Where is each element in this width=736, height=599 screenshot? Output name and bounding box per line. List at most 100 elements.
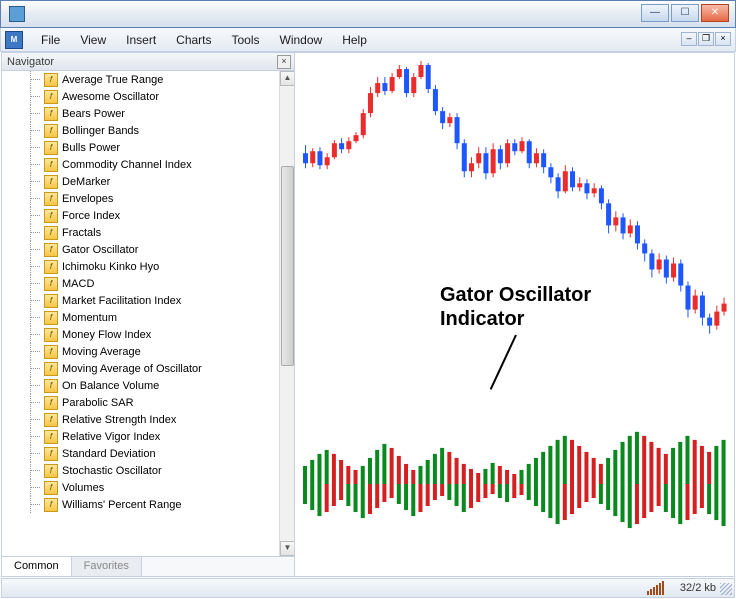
app-icon — [9, 6, 25, 22]
indicator-item[interactable]: fMoving Average of Oscillator — [2, 360, 279, 377]
indicator-icon: f — [44, 209, 58, 223]
indicator-item[interactable]: f DeMarker — [2, 173, 279, 190]
indicator-icon: f — [44, 260, 58, 274]
menu-charts[interactable]: Charts — [166, 29, 221, 51]
indicator-item[interactable]: f Force Index — [2, 207, 279, 224]
navigator-panel: Navigator × fAverage True RangefAwesome … — [2, 53, 295, 576]
indicator-label: Stochastic Oscillator — [62, 465, 162, 477]
indicator-label: Moving Average — [62, 346, 141, 358]
indicator-item[interactable]: fStandard Deviation — [2, 445, 279, 462]
navigator-tabs: Common Favorites — [2, 556, 294, 576]
indicator-label: Commodity Channel Index — [62, 159, 192, 171]
indicator-icon: f — [44, 124, 58, 138]
scroll-down-button[interactable]: ▼ — [280, 541, 294, 556]
indicator-label: Force Index — [62, 210, 120, 222]
indicator-label: Volumes — [62, 482, 104, 494]
resize-grip[interactable] — [720, 583, 732, 595]
menu-file[interactable]: File — [31, 29, 70, 51]
indicator-label: Relative Vigor Index — [62, 431, 160, 443]
indicator-icon: f — [44, 141, 58, 155]
indicator-item[interactable]: fGator Oscillator — [2, 241, 279, 258]
scroll-thumb[interactable] — [281, 166, 294, 366]
indicator-item[interactable]: fRelative Strength Index — [2, 411, 279, 428]
indicator-icon: f — [44, 430, 58, 444]
indicator-label: Bulls Power — [62, 142, 120, 154]
indicator-icon: f — [44, 396, 58, 410]
indicator-label: Parabolic SAR — [62, 397, 134, 409]
indicator-item[interactable]: fAverage True Range — [2, 71, 279, 88]
indicator-label: Bears Power — [62, 108, 125, 120]
indicator-icon: f — [44, 175, 58, 189]
indicator-label: On Balance Volume — [62, 380, 159, 392]
menu-insert[interactable]: Insert — [116, 29, 166, 51]
indicator-icon: f — [44, 158, 58, 172]
menu-bar: M FileViewInsertChartsToolsWindowHelp – … — [0, 28, 736, 52]
indicator-item[interactable]: fAwesome Oscillator — [2, 88, 279, 105]
maximize-button[interactable]: ☐ — [671, 4, 699, 22]
navigator-close-button[interactable]: × — [277, 55, 291, 69]
app-logo-icon: M — [5, 31, 23, 49]
indicator-item[interactable]: f Stochastic Oscillator — [2, 462, 279, 479]
indicator-item[interactable]: f Ichimoku Kinko Hyo — [2, 258, 279, 275]
indicator-item[interactable]: fMACD — [2, 275, 279, 292]
navigator-title: Navigator — [7, 56, 277, 68]
close-button[interactable]: ✕ — [701, 4, 729, 22]
tab-favorites[interactable]: Favorites — [72, 556, 142, 576]
indicator-label: Market Facilitation Index — [62, 295, 181, 307]
indicator-icon: f — [44, 294, 58, 308]
menu-tools[interactable]: Tools — [222, 29, 270, 51]
indicator-label: Bollinger Bands — [62, 125, 139, 137]
indicator-item[interactable]: f Commodity Channel Index — [2, 156, 279, 173]
navigator-scrollbar[interactable]: ▲ ▼ — [279, 71, 294, 556]
indicator-icon: f — [44, 481, 58, 495]
indicator-icon: f — [44, 73, 58, 87]
indicator-item[interactable]: fBears Power — [2, 105, 279, 122]
indicator-item[interactable]: f Parabolic SAR — [2, 394, 279, 411]
chart-area[interactable]: Gator Oscillator Indicator — [295, 53, 734, 576]
menu-help[interactable]: Help — [332, 29, 377, 51]
navigator-header: Navigator × — [2, 53, 294, 71]
indicator-item[interactable]: f Bollinger Bands — [2, 122, 279, 139]
indicator-item[interactable]: f Market Facilitation Index — [2, 292, 279, 309]
indicator-label: Relative Strength Index — [62, 414, 176, 426]
indicator-label: Envelopes — [62, 193, 113, 205]
indicator-item[interactable]: f Bulls Power — [2, 139, 279, 156]
minimize-button[interactable]: — — [641, 4, 669, 22]
indicator-item[interactable]: f Volumes — [2, 479, 279, 496]
indicator-label: Momentum — [62, 312, 117, 324]
indicator-icon: f — [44, 464, 58, 478]
mdi-close-button[interactable]: × — [715, 32, 731, 46]
indicator-item[interactable]: f Relative Vigor Index — [2, 428, 279, 445]
indicator-label: Gator Oscillator — [62, 244, 138, 256]
indicator-icon: f — [44, 328, 58, 342]
indicator-item[interactable]: f Momentum — [2, 309, 279, 326]
menu-view[interactable]: View — [70, 29, 116, 51]
client-area: Navigator × fAverage True RangefAwesome … — [1, 52, 735, 577]
indicator-label: Fractals — [62, 227, 101, 239]
indicator-label: Williams' Percent Range — [62, 499, 181, 511]
status-text: 32/2 kb — [680, 582, 716, 594]
indicator-icon: f — [44, 498, 58, 512]
indicator-icon: f — [44, 90, 58, 104]
indicator-icon: f — [44, 226, 58, 240]
indicator-item[interactable]: f Fractals — [2, 224, 279, 241]
indicator-label: DeMarker — [62, 176, 110, 188]
indicator-item[interactable]: f Money Flow Index — [2, 326, 279, 343]
mdi-minimize-button[interactable]: – — [681, 32, 697, 46]
indicator-icon: f — [44, 362, 58, 376]
indicator-item[interactable]: fOn Balance Volume — [2, 377, 279, 394]
scroll-up-button[interactable]: ▲ — [280, 71, 294, 86]
menu-window[interactable]: Window — [270, 29, 333, 51]
mdi-restore-button[interactable]: ❐ — [698, 32, 714, 46]
indicator-item[interactable]: f Williams' Percent Range — [2, 496, 279, 513]
indicator-label: Ichimoku Kinko Hyo — [62, 261, 159, 273]
indicator-item[interactable]: f Envelopes — [2, 190, 279, 207]
annotation-line1: Gator Oscillator — [440, 284, 591, 306]
indicator-icon: f — [44, 345, 58, 359]
indicator-icon: f — [44, 192, 58, 206]
status-bar: 32/2 kb — [1, 578, 735, 598]
indicator-item[interactable]: f Moving Average — [2, 343, 279, 360]
tab-common[interactable]: Common — [2, 556, 72, 576]
indicator-label: Money Flow Index — [62, 329, 151, 341]
indicator-icon: f — [44, 311, 58, 325]
